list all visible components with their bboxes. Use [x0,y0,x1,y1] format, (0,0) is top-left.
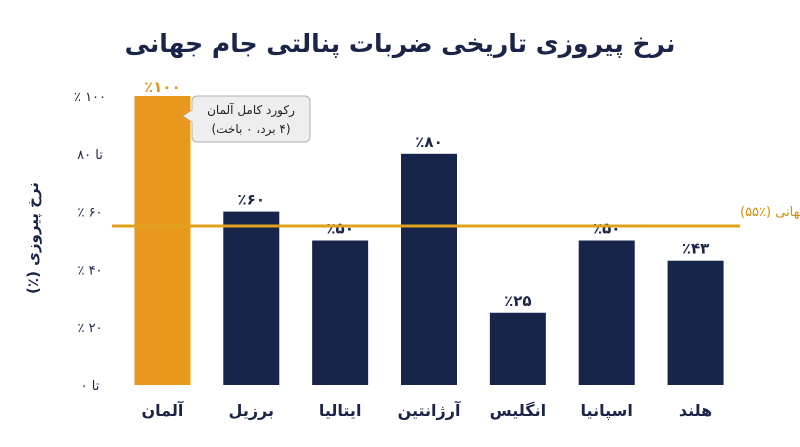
x-axis-categories: آلمان برزیل ایتالیا آرژانتین انگلیس اسپانیا هل… [141,400,712,421]
average-line-group: میانگین جهانی (٪۵۵) [112,204,800,228]
annotation-line-1: رکورد کامل آلمان [207,102,295,118]
bar-value-label: ٪۸۰ [415,133,442,151]
bar [134,96,191,385]
y-tick-label: ۶۰ ٪ [77,206,102,221]
bar [578,240,635,385]
y-tick-label: تا ۸۰ [77,148,103,163]
bar-value-label: ٪۲۵ [504,292,531,310]
annotation: رکورد کامل آلمان (۴ برد، ۰ باخت) [182,95,311,143]
y-tick-label: ۲۰ ٪ [77,321,102,336]
bar-value-label: ٪۴۳ [682,240,709,258]
bar-value-label: ٪۵۰ [593,220,620,238]
category-label: اسپانیا [581,401,633,421]
bar [223,211,280,385]
bar-value-label: ٪۱۰۰ [144,78,181,96]
y-tick-label: ۱۰۰ ٪ [74,90,106,105]
bar [667,260,724,385]
category-label: آرژانتین [398,400,461,420]
y-tick-label: تا ۰ [81,379,100,394]
y-axis-label: نرخ پیروزی (٪) [24,182,43,294]
category-label: هلند [679,401,712,420]
bar-value-label: ٪۶۰ [238,191,265,209]
bar [312,240,369,385]
chart-title: نرخ پیروزی تاریخی ضربات پنالتی جام جهانی [125,29,676,59]
category-label: آلمان [141,400,183,420]
category-label: انگلیس [490,401,546,420]
bar [401,153,457,385]
annotation-seam [191,110,194,122]
category-label: ایتالیا [319,401,362,420]
bars: ٪۱۰۰ ٪۶۰ ٪۵۰ ٪۸۰ ٪۲۵ ٪۵۰ ٪۴۳ [134,78,724,385]
y-axis-ticks: تا ۰ ۲۰ ٪ ۴۰ ٪ ۶۰ ٪ تا ۸۰ ۱۰۰ ٪ [74,90,106,394]
bar-value-label: ٪۵۰ [326,220,353,238]
bar [489,312,546,385]
average-label: میانگین جهانی (٪۵۵) [740,204,800,220]
category-label: برزیل [229,401,274,420]
y-tick-label: ۴۰ ٪ [77,263,102,278]
annotation-line-2: (۴ برد، ۰ باخت) [211,122,290,137]
